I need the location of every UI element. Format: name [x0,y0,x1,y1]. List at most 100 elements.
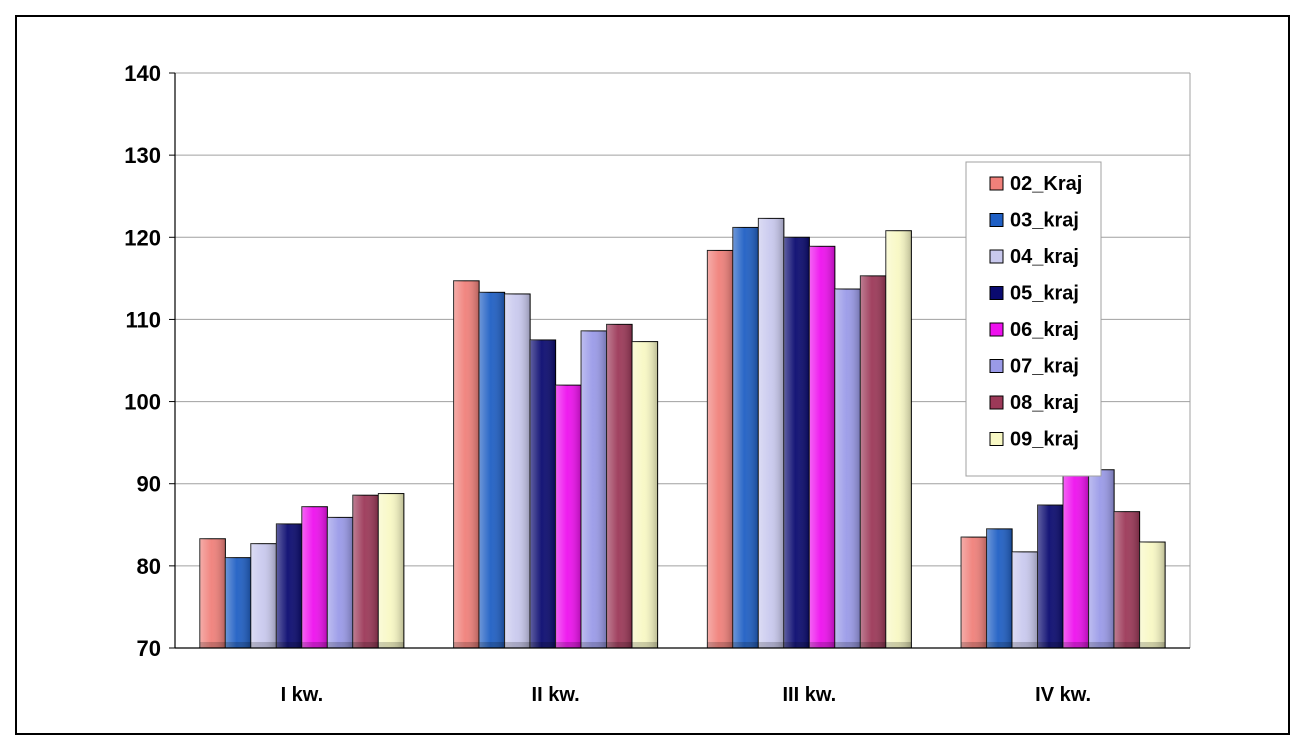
legend-entry: 08_kraj [989,392,1079,414]
bar-shading [581,330,607,648]
legend: 02_Kraj 03_kraj 04_kraj 05_kraj 06_kraj 07_kr… [965,161,1102,477]
x-category-label: I kw. [281,684,324,706]
bar-base-shadow [530,642,556,648]
gridlines [175,72,1191,648]
legend-entry: 03_kraj [989,210,1079,232]
bar-shading [632,341,658,648]
bar [1088,469,1115,649]
bar-base-shadow [834,642,861,648]
x-category-label: II kw. [532,684,580,706]
y-tick-label: 80 [137,554,161,579]
bar-base-shadow [1114,642,1140,648]
legend-entry: 04_kraj [989,246,1079,268]
bar-base-shadow [809,642,835,648]
bar-base-shadow [378,642,404,648]
legend-entry: 06_kraj [989,319,1079,341]
bar-base-shadow [301,642,328,648]
bar [606,323,633,649]
bar [706,249,734,649]
bar-shading [1139,542,1166,648]
axes: 70 80 90 100 110 120 130 140 I kw. II kw. III kw. I… [124,61,1190,706]
bar-shading [1114,511,1140,648]
legend-swatch [989,359,1004,373]
bar-base-shadow [504,642,531,648]
bar-base-shadow [453,642,480,648]
legend-swatch [989,432,1004,446]
bar-shading [453,280,480,648]
legend-box [965,161,1102,477]
bar-shading [1088,469,1115,648]
bar [301,506,328,649]
bar-base-shadow [961,642,987,648]
legend-label: 04_kraj [1010,246,1079,268]
y-tick-label: 140 [124,61,161,86]
legend-label: 06_kraj [1010,319,1079,341]
legend-entry: 02_Kraj [989,173,1082,195]
y-tick-label: 110 [126,307,162,332]
legend-swatch [989,286,1004,300]
bar [326,516,354,649]
bar-base-shadow [225,642,251,648]
legend-entry: 07_kraj [989,356,1079,378]
bar-shading [961,537,987,648]
bars [199,217,1166,649]
bar-base-shadow [479,642,505,648]
y-tick-label: 70 [137,636,161,661]
bar-shading [707,250,733,648]
legend-label: 03_kraj [1010,210,1079,232]
bar-base-shadow [606,642,633,648]
bar-shading [1063,471,1089,648]
x-category-label: III kw. [783,684,837,706]
y-tick-label: 120 [124,225,161,250]
bar [199,538,226,649]
bar-shading [225,557,251,648]
bar-shading [276,523,302,648]
bar-shading [860,275,886,648]
y-tick-label: 100 [124,390,161,415]
legend-swatch [989,395,1004,410]
bar [352,494,379,649]
bar-shading [986,528,1013,648]
bar-base-shadow [276,642,302,648]
legend-label: 02_Kraj [1010,173,1082,195]
bar-base-shadow [707,642,733,648]
bar [960,536,988,649]
legend-entry: 09_kraj [989,429,1079,451]
bar [1062,470,1090,649]
chart-frame: 70 80 90 100 110 120 130 140 I kw. II kw. III kw. I… [15,15,1290,735]
bar-shading [378,493,404,648]
bar [504,293,531,649]
legend-label: 08_kraj [1010,392,1079,414]
bar-base-shadow [581,642,607,648]
bar [859,275,887,649]
bar-shading [479,292,505,648]
bar [377,493,405,649]
legend-label: 09_kraj [1010,429,1079,451]
bar [834,288,861,649]
bar-shading [758,218,784,648]
bar-shading [352,495,379,648]
bar-base-shadow [327,642,353,648]
legend-swatch [989,176,1004,191]
y-tick-label: 130 [124,143,161,168]
bar [1037,504,1064,649]
bar-base-shadow [1139,642,1166,648]
bar [250,543,277,649]
x-category-label: IV kw. [1035,684,1091,706]
bar [555,384,582,649]
bar [631,341,659,649]
bar-shading [783,237,810,649]
bar-chart: 70 80 90 100 110 120 130 140 I kw. II kw. III kw. I… [124,61,1191,706]
bar [478,291,506,649]
bar-shading [530,339,556,648]
bar [1113,511,1141,649]
bar-base-shadow [783,642,810,648]
bar [275,523,303,649]
legend-swatch [989,213,1004,227]
bar [732,226,759,649]
bar-base-shadow [1088,642,1115,648]
bar [1011,551,1039,649]
bar-shading [606,324,633,648]
y-tick-label: 90 [137,472,161,497]
bar [453,280,480,649]
